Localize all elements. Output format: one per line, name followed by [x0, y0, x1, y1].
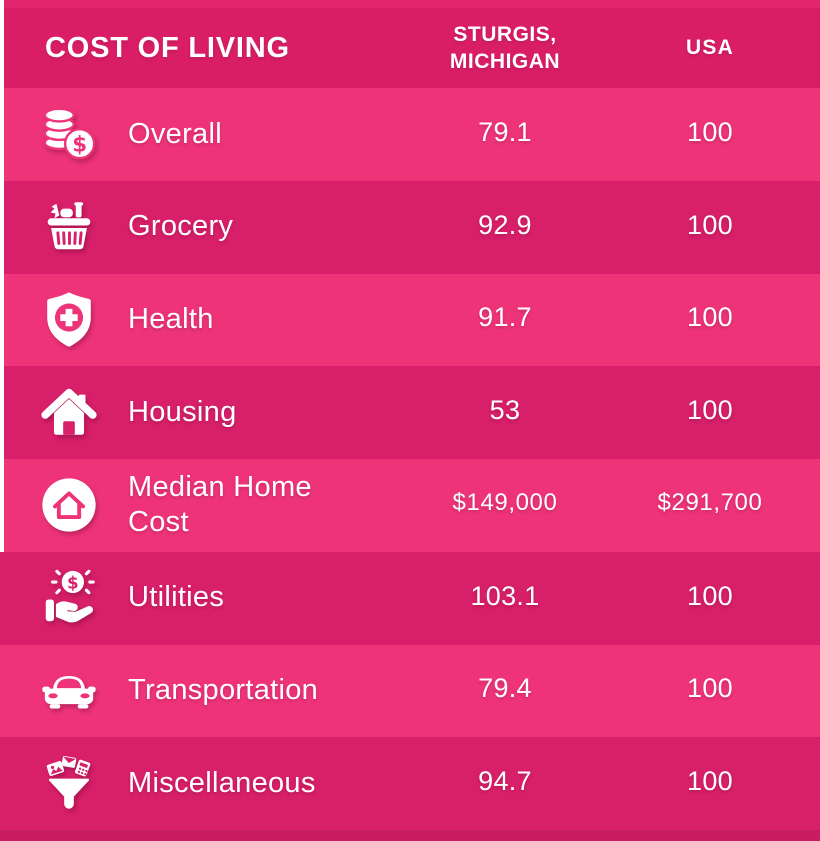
category-label: Median Home Cost [128, 471, 312, 539]
category-label: Overall [128, 117, 222, 150]
row-label-cell: Overall [128, 117, 410, 152]
table-row: $ Utilities 103.1 100 [0, 551, 820, 645]
svg-text:$: $ [72, 133, 87, 158]
home-circle-icon [38, 474, 100, 536]
category-label: Miscellaneous [128, 766, 316, 799]
table-row: Transportation 79.4 100 [0, 644, 820, 738]
column-header-city: STURGIS, MICHIGAN [410, 21, 600, 76]
usa-value: 100 [687, 673, 733, 704]
category-label: Housing [128, 395, 237, 428]
usa-value: $291,700 [657, 489, 763, 517]
table-row: Grocery 92.9 100 [0, 180, 820, 274]
table-row: $ Overall 79.1 100 [0, 88, 820, 181]
usa-value: 100 [687, 580, 733, 611]
city-value: 94.7 [478, 766, 532, 797]
row-icon-cell [0, 660, 128, 722]
city-value: 79.1 [478, 116, 532, 147]
column-header-usa: USA [600, 36, 820, 60]
usa-value: 100 [687, 209, 733, 240]
table-row: Housing 53 100 [0, 366, 820, 459]
city-value: $149,000 [452, 489, 558, 517]
left-edge-white-strip [0, 0, 4, 552]
category-label: Utilities [128, 581, 225, 614]
row-label-cell: Median Home Cost [128, 470, 410, 541]
table-row: Median Home Cost $149,000 $291,700 [0, 459, 820, 552]
city-value: 92.9 [478, 209, 532, 240]
row-label-cell: Health [128, 302, 410, 337]
row-icon-cell: $ [0, 103, 128, 165]
city-value: 79.4 [478, 673, 532, 704]
svg-text:$: $ [67, 573, 78, 592]
coins-dollar-icon: $ [38, 103, 100, 165]
city-name-line1: STURGIS, [453, 22, 557, 46]
table-body: $ Overall 79.1 100 Grocery [0, 88, 820, 830]
city-name-line2: MICHIGAN [449, 50, 561, 73]
city-value: 103.1 [470, 580, 540, 611]
usa-label: USA [686, 36, 734, 59]
row-label-cell: Grocery [128, 209, 410, 244]
city-value: 53 [489, 395, 521, 426]
city-value: 91.7 [478, 302, 532, 333]
row-label-cell: Housing [128, 395, 410, 430]
house-icon [38, 382, 100, 444]
car-icon [38, 660, 100, 722]
usa-value: 100 [687, 116, 733, 147]
table-row: Health 91.7 100 [0, 273, 820, 367]
category-label: Transportation [128, 674, 319, 707]
usa-value: 100 [687, 766, 733, 797]
row-icon-cell [0, 753, 128, 815]
category-label: Grocery [128, 210, 234, 243]
row-icon-cell [0, 382, 128, 444]
table-row: Miscellaneous 94.7 100 [0, 737, 820, 830]
row-label-cell: Transportation [128, 673, 410, 708]
row-icon-cell: $ [0, 567, 128, 629]
row-icon-cell [0, 474, 128, 536]
category-label: Health [128, 303, 214, 336]
row-label-cell: Miscellaneous [128, 766, 410, 801]
hand-coin-icon: $ [38, 567, 100, 629]
usa-value: 100 [687, 302, 733, 333]
row-label-cell: Utilities [128, 580, 410, 615]
page-title: COST OF LIVING [45, 31, 290, 64]
funnel-items-icon [38, 753, 100, 815]
grocery-basket-icon [38, 196, 100, 258]
top-accent-strip [0, 0, 820, 8]
header-title-cell: COST OF LIVING [0, 32, 410, 65]
health-shield-icon [38, 289, 100, 351]
table-header-row: COST OF LIVING STURGIS, MICHIGAN USA [0, 8, 820, 88]
bottom-accent-strip [0, 830, 820, 841]
row-icon-cell [0, 289, 128, 351]
row-icon-cell [0, 196, 128, 258]
usa-value: 100 [687, 395, 733, 426]
